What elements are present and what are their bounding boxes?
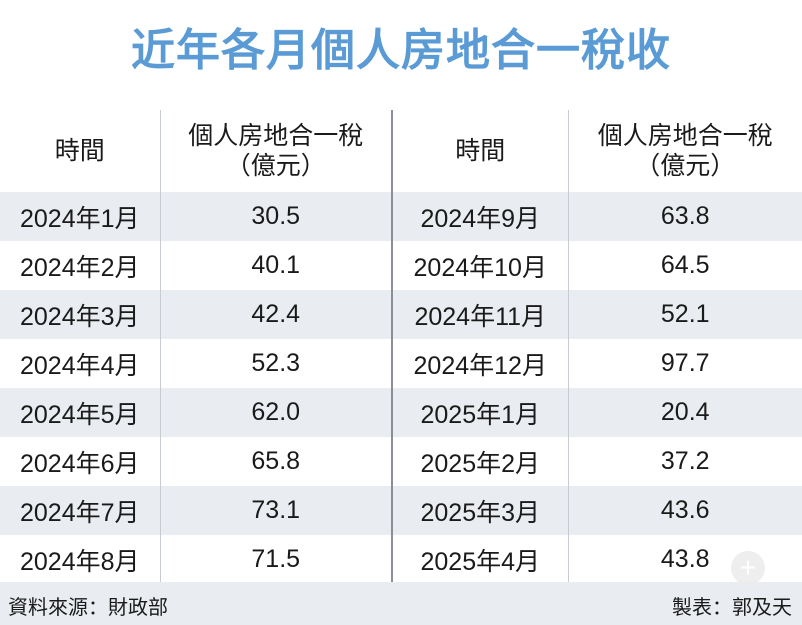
cell-time: 2024年11月 (391, 290, 568, 339)
cell-time: 2025年4月 (391, 535, 568, 584)
cell-time: 2024年10月 (391, 241, 568, 290)
cell-value: 63.8 (567, 192, 802, 241)
tax-table: 時間 個人房地合一稅 （億元） 時間 個人房地合一稅 （億元） 2024年1月 30.… (0, 110, 802, 584)
cell-value: 37.2 (567, 437, 802, 486)
cell-time: 2024年4月 (19, 351, 140, 380)
footer: 資料來源：財政部 製表：郭及天 (0, 582, 802, 625)
header-unit-label: （億元） (635, 152, 736, 180)
cell-value: 42.4 (159, 290, 392, 339)
header-tax-label: 個人房地合一稅 (597, 122, 773, 150)
source-note: 資料來源：財政部 (8, 597, 168, 619)
chart-title: 近年各月個人房地合一稅收 (131, 26, 671, 75)
cell-value: 43.6 (567, 486, 802, 535)
header-tax-right: 個人房地合一稅 （億元） (567, 110, 802, 192)
table-row: 2024年2月 40.1 2024年10月 64.5 (0, 241, 802, 290)
cell-time: 2024年1月 (0, 192, 160, 241)
cell-value: 52.1 (567, 290, 802, 339)
cell-value: 65.8 (159, 437, 392, 486)
cell-time: 2024年8月 (19, 547, 140, 576)
cell-value: 64.5 (567, 241, 802, 290)
cell-value: 71.5 (159, 535, 392, 584)
cell-value: 52.3 (159, 339, 392, 388)
header-unit-label: （億元） (225, 152, 326, 180)
header-row: 時間 個人房地合一稅 （億元） 時間 個人房地合一稅 （億元） (0, 110, 802, 192)
cell-time: 2024年5月 (0, 388, 160, 437)
table-row: 2024年4月 52.3 2024年12月 97.7 (0, 339, 802, 388)
header-time-left: 時間 (54, 137, 105, 165)
cell-time: 2024年2月 (19, 253, 140, 282)
cell-time: 2025年3月 (391, 486, 568, 535)
cell-time: 2024年6月 (19, 449, 140, 478)
table-row: 2024年7月 73.1 2025年3月 43.6 (0, 486, 802, 535)
header-tax-left: 個人房地合一稅 （億元） (159, 110, 392, 192)
cell-value: 20.4 (567, 388, 802, 437)
table-row: 2024年1月 30.5 2024年9月 63.8 (0, 192, 802, 241)
table-row: 2024年6月 65.8 2025年2月 37.2 (0, 437, 802, 486)
plus-icon[interactable]: + (731, 551, 765, 585)
cell-value: 30.5 (159, 192, 392, 241)
cell-time: 2024年7月 (0, 486, 160, 535)
cell-value: 62.0 (159, 388, 392, 437)
cell-time: 2025年2月 (391, 437, 568, 486)
maker-note: 製表：郭及天 (672, 597, 792, 619)
header-tax-label: 個人房地合一稅 (188, 122, 364, 150)
cell-value: 97.7 (567, 339, 802, 388)
header-time-right: 時間 (391, 110, 568, 192)
cell-value: 40.1 (159, 241, 392, 290)
cell-time: 2025年1月 (391, 388, 568, 437)
cell-time: 2024年3月 (0, 290, 160, 339)
cell-time: 2024年12月 (391, 339, 568, 388)
cell-value: 43.8 (567, 535, 802, 584)
table-row: 2024年8月 71.5 2025年4月 43.8 (0, 535, 802, 584)
cell-value: 73.1 (159, 486, 392, 535)
table-row: 2024年5月 62.0 2025年1月 20.4 (0, 388, 802, 437)
cell-time: 2024年9月 (391, 192, 568, 241)
table-row: 2024年3月 42.4 2024年11月 52.1 (0, 290, 802, 339)
